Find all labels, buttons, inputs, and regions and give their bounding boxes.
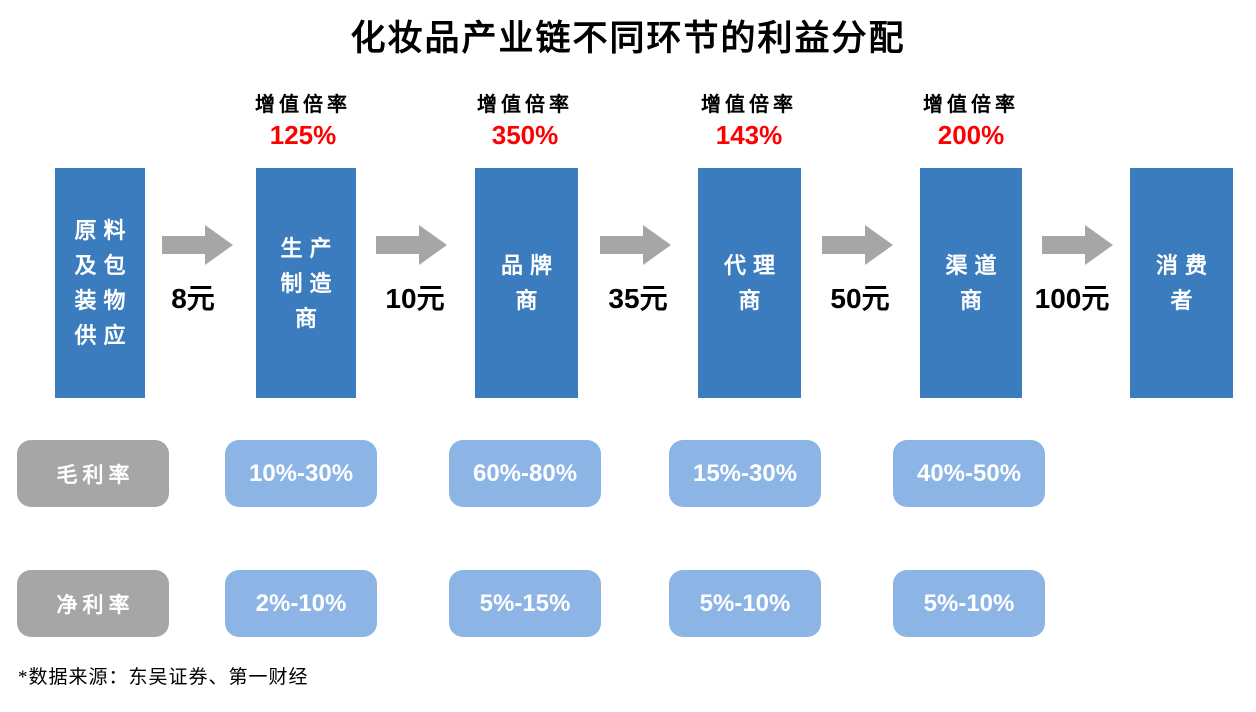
arrow-right-icon	[822, 225, 893, 265]
stage-box-consumer: 消费 者	[1130, 168, 1233, 398]
multiplier-label: 增值倍率	[255, 94, 351, 116]
stage-label: 原料 及包 装物 供应	[74, 218, 133, 348]
flow-price-label: 8元	[171, 283, 215, 314]
gross-margin-value: 10%-30%	[248, 459, 354, 487]
page-title: 化妆品产业链不同环节的利益分配	[350, 19, 906, 58]
multiplier-value: 200%	[937, 120, 1005, 150]
gross-margin-value: 60%-80%	[472, 459, 578, 487]
stage-label: 代理 商	[723, 253, 782, 313]
stage-label: 生产 制造 商	[280, 235, 339, 331]
arrow-right-icon	[600, 225, 671, 265]
flow-price-label: 35元	[608, 283, 668, 314]
multiplier-group-agent: 增值倍率 143%	[664, 88, 834, 151]
arrow-right-icon	[162, 225, 233, 265]
multiplier-value: 143%	[715, 120, 783, 150]
multiplier-group-brand: 增值倍率 350%	[440, 88, 610, 151]
net-margin-value: 5%-10%	[923, 589, 1015, 617]
stage-box-agent: 代理 商	[698, 168, 801, 398]
flow-price-label: 50元	[830, 283, 890, 314]
gross-margin-value: 40%-50%	[916, 459, 1022, 487]
multiplier-group-channel: 增值倍率 200%	[886, 88, 1056, 151]
stage-box-manufacturer: 生产 制造 商	[256, 168, 356, 398]
gross-margin-label-box: 毛利率	[17, 440, 169, 507]
net-margin-value: 2%-10%	[255, 589, 347, 617]
gross-margin-label: 毛利率	[56, 462, 135, 487]
net-margin-label: 净利率	[56, 592, 135, 617]
stage-box-brand: 品牌 商	[475, 168, 578, 398]
net-margin-value: 5%-15%	[479, 589, 571, 617]
stage-label: 渠道 商	[945, 253, 1004, 313]
flow-price-label: 100元	[1034, 283, 1110, 314]
stage-box-raw-material: 原料 及包 装物 供应	[55, 168, 145, 398]
multiplier-label: 增值倍率	[701, 94, 797, 116]
gross-margin-value-box: 10%-30%	[225, 440, 377, 507]
multiplier-label: 增值倍率	[923, 94, 1019, 116]
net-margin-value-box: 5%-15%	[449, 570, 601, 637]
net-margin-value-box: 5%-10%	[669, 570, 821, 637]
gross-margin-value-box: 40%-50%	[893, 440, 1045, 507]
net-margin-label-box: 净利率	[17, 570, 169, 637]
stage-label: 消费 者	[1155, 253, 1214, 313]
net-margin-value-box: 5%-10%	[893, 570, 1045, 637]
multiplier-group-manufacturer: 增值倍率 125%	[218, 88, 388, 151]
gross-margin-value-box: 60%-80%	[449, 440, 601, 507]
stage-box-channel: 渠道 商	[920, 168, 1022, 398]
multiplier-label: 增值倍率	[477, 94, 573, 116]
multiplier-value: 125%	[269, 120, 337, 150]
data-source-note: *数据来源：东吴证券、第一财经	[18, 667, 309, 688]
arrow-right-icon	[1042, 225, 1113, 265]
net-margin-value-box: 2%-10%	[225, 570, 377, 637]
flow-price-label: 10元	[385, 283, 445, 314]
gross-margin-value-box: 15%-30%	[669, 440, 821, 507]
gross-margin-value: 15%-30%	[692, 459, 798, 487]
stage-label: 品牌 商	[500, 253, 559, 313]
net-margin-value: 5%-10%	[699, 589, 791, 617]
multiplier-value: 350%	[491, 120, 559, 150]
arrow-right-icon	[376, 225, 447, 265]
